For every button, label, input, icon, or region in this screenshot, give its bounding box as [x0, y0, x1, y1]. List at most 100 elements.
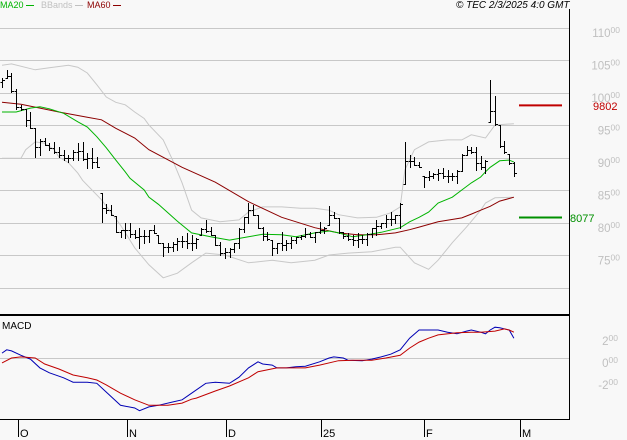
- y-axis-label: 8000: [598, 220, 621, 235]
- x-axis-label: N: [129, 428, 137, 440]
- signal-line: [1, 328, 515, 406]
- ohlc-bar: [104, 204, 109, 214]
- x-axis-label: F: [426, 428, 433, 440]
- ohlc-bar: [185, 233, 190, 249]
- macd-line: [1, 326, 515, 412]
- legend-item-bbands: BBands: [41, 0, 83, 11]
- ohlc-bar: [180, 236, 185, 248]
- ohlc-bar: [270, 240, 275, 256]
- ohlc-bar: [57, 147, 62, 158]
- ohlc-bar: [19, 105, 24, 111]
- ohlc-bars: [0, 70, 517, 259]
- ohlc-bar: [246, 203, 251, 224]
- y-axis-label: 7500: [598, 253, 621, 268]
- ohlc-bar: [223, 248, 228, 259]
- ohlc-bar: [460, 154, 465, 172]
- level-marker-label: 9802: [593, 101, 617, 113]
- ohlc-bar: [493, 96, 498, 126]
- ohlc-bar: [322, 227, 327, 234]
- x-axis: O N D 25 F M: [18, 419, 531, 440]
- legend-item-ma20: MA20: [0, 0, 34, 11]
- panel-separator: [0, 314, 570, 316]
- ohlc-bar: [85, 153, 90, 169]
- ohlc-bar: [308, 232, 313, 238]
- ma60-line: [1, 101, 515, 236]
- ohlc-bar: [71, 150, 76, 161]
- x-axis-label: O: [20, 428, 29, 440]
- ohlc-bar: [412, 157, 417, 166]
- macd-y-axis-label: 200: [602, 333, 618, 348]
- ohlc-bar: [166, 243, 171, 253]
- macd-y-axis-label: -200: [598, 377, 618, 392]
- bb-upper-line: [1, 63, 514, 223]
- y-axis-label: 9500: [598, 123, 621, 138]
- ohlc-bar: [488, 80, 493, 123]
- ohlc-bar: [374, 220, 379, 236]
- ohlc-bar: [133, 230, 138, 239]
- ohlc-bar: [218, 242, 223, 256]
- ohlc-bar: [284, 240, 289, 251]
- ohlc-bar: [52, 142, 57, 154]
- ohlc-bar: [474, 147, 479, 171]
- ohlc-bar: [66, 155, 71, 163]
- macd-y-axis-labels: 200 000 -200: [598, 333, 618, 392]
- x-axis-label: M: [522, 428, 531, 440]
- macd-y-axis-label: 000: [602, 355, 618, 370]
- legend-label-bbands: BBands: [41, 0, 73, 10]
- ohlc-bar: [337, 218, 342, 234]
- price-level-markers: 9802 8077: [519, 101, 617, 225]
- bb-lower-line: [2, 141, 514, 279]
- price-y-axis-labels: 11000 10500 10000 9500 9000 8500 8000 7500: [591, 25, 620, 268]
- ohlc-bar: [199, 228, 204, 236]
- ohlc-bar: [38, 139, 43, 156]
- ohlc-bar: [431, 173, 436, 179]
- ohlc-bar: [237, 228, 242, 249]
- ohlc-bar: [422, 176, 427, 188]
- ohlc-bar: [498, 125, 503, 148]
- price-gridlines: [0, 28, 569, 289]
- ohlc-bar: [379, 223, 384, 229]
- ohlc-bar: [313, 232, 318, 243]
- ohlc-bar: [213, 235, 218, 246]
- copyright-timestamp: © TEC 2/3/2025 4:0 GMT: [456, 0, 570, 11]
- ohlc-bar: [175, 238, 180, 251]
- chart-frame: [0, 9, 570, 420]
- ohlc-bar: [190, 235, 195, 251]
- ohlc-bar: [109, 205, 114, 216]
- ohlc-bar: [351, 235, 356, 246]
- y-axis-label: 10500: [591, 58, 620, 73]
- ohlc-bar: [483, 160, 488, 174]
- ohlc-bar: [275, 243, 280, 254]
- ohlc-bar: [123, 223, 128, 239]
- level-marker-label: 8077: [570, 213, 594, 225]
- ohlc-bar: [114, 216, 119, 233]
- ohlc-bar: [33, 128, 38, 158]
- ohlc-bar: [152, 225, 157, 234]
- ohlc-bar: [156, 235, 161, 244]
- ohlc-bar: [502, 141, 507, 154]
- macd-lines: [1, 326, 515, 412]
- ohlc-bar: [327, 206, 332, 226]
- ohlc-bar: [204, 220, 209, 233]
- y-axis-label: 8500: [598, 188, 621, 203]
- ohlc-bar: [47, 143, 52, 151]
- y-axis-label: 9000: [598, 155, 621, 170]
- ohlc-bar: [384, 215, 389, 228]
- ohlc-bar: [194, 238, 199, 249]
- ohlc-bar: [137, 228, 142, 249]
- ohlc-bar: [446, 170, 451, 183]
- ohlc-bar: [251, 205, 256, 216]
- ohlc-bar: [76, 143, 81, 161]
- ohlc-bar: [507, 154, 512, 165]
- ohlc-bar: [28, 112, 33, 129]
- macd-panel-title: MACD: [2, 321, 32, 332]
- ohlc-bar: [303, 228, 308, 238]
- ohlc-bar: [398, 203, 403, 229]
- ohlc-bar: [0, 78, 5, 88]
- ohlc-bar: [161, 243, 166, 257]
- y-axis-label: 10000: [591, 90, 620, 105]
- ohlc-bar: [119, 230, 124, 238]
- legend-item-ma60: MA60: [87, 0, 121, 11]
- ohlc-bar: [441, 168, 446, 179]
- ohlc-bar: [465, 146, 470, 156]
